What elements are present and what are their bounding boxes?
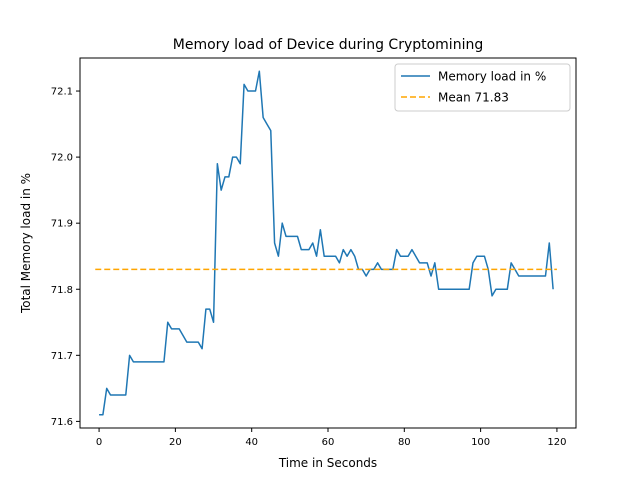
legend-box — [394, 63, 571, 112]
chart-title: Memory load of Device during Cryptominin… — [173, 37, 483, 53]
x-tick-label: 60 — [322, 437, 335, 448]
legend: Memory load in % Mean 71.83 — [394, 63, 571, 112]
legend-label-memory-load: Memory load in % — [438, 70, 546, 84]
y-tick-label: 71.9 — [51, 219, 73, 230]
y-tick-label: 71.6 — [51, 417, 73, 428]
series-layer — [95, 70, 557, 416]
x-tick-label: 120 — [547, 437, 566, 448]
y-tick-label: 71.7 — [51, 351, 73, 362]
y-tick-label: 72.0 — [51, 153, 73, 164]
legend-label-mean: Mean 71.83 — [438, 91, 509, 105]
y-axis: 71.6 71.7 71.8 71.9 72.0 72.1 — [51, 87, 80, 428]
x-tick-label: 20 — [169, 437, 182, 448]
y-tick-label: 71.8 — [51, 285, 73, 296]
x-axis-label: Time in Seconds — [278, 456, 377, 470]
y-tick-label: 72.1 — [51, 87, 73, 98]
memory-load-line — [99, 70, 554, 416]
plot-area — [79, 57, 577, 429]
x-tick-label: 80 — [398, 437, 411, 448]
x-tick-label: 0 — [96, 437, 102, 448]
x-tick-label: 40 — [245, 437, 258, 448]
x-axis: 0 20 40 60 80 100 120 — [96, 428, 566, 448]
x-tick-label: 100 — [471, 437, 490, 448]
y-axis-label: Total Memory load in % — [19, 173, 33, 314]
